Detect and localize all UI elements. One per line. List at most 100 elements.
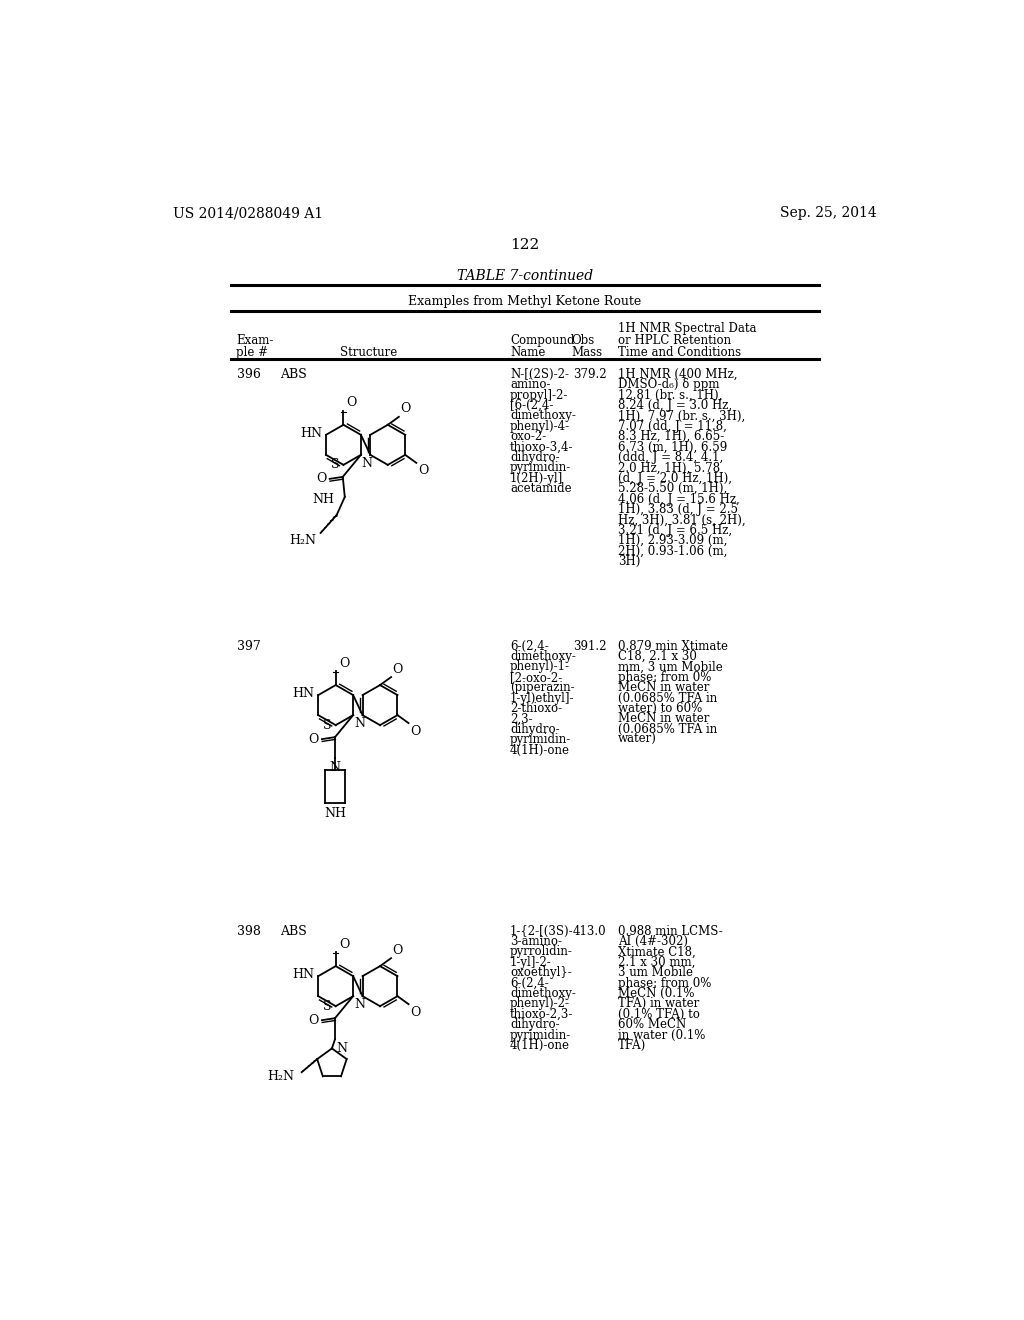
Text: 1H), 7.97 (br. s., 3H),: 1H), 7.97 (br. s., 3H), [617, 409, 745, 422]
Text: N: N [361, 457, 373, 470]
Text: Examples from Methyl Ketone Route: Examples from Methyl Ketone Route [409, 296, 641, 309]
Text: HN: HN [293, 968, 314, 981]
Text: amino-: amino- [510, 379, 551, 391]
Text: pyrimidin-: pyrimidin- [510, 462, 571, 474]
Text: NH: NH [324, 807, 346, 820]
Text: 2,3-: 2,3- [510, 713, 532, 726]
Text: N: N [337, 1043, 347, 1055]
Text: phenyl)-2-: phenyl)-2- [510, 998, 570, 1010]
Text: 8.3 Hz, 1H), 6.65-: 8.3 Hz, 1H), 6.65- [617, 430, 724, 444]
Text: in water (0.1%: in water (0.1% [617, 1028, 706, 1041]
Text: 1H), 3.83 (d, J = 2.5: 1H), 3.83 (d, J = 2.5 [617, 503, 738, 516]
Text: propyl]-2-: propyl]-2- [510, 388, 568, 401]
Text: 391.2: 391.2 [572, 640, 606, 652]
Text: Time and Conditions: Time and Conditions [617, 346, 741, 359]
Text: thioxo-3,4-: thioxo-3,4- [510, 441, 573, 454]
Text: O: O [418, 465, 428, 478]
Text: 2.1 x 30 mm,: 2.1 x 30 mm, [617, 956, 695, 969]
Text: (0.0685% TFA in: (0.0685% TFA in [617, 692, 717, 705]
Text: H₂N: H₂N [290, 535, 316, 548]
Text: O: O [411, 1006, 421, 1019]
Text: phase: from 0%: phase: from 0% [617, 671, 712, 684]
Text: (ddd, J = 8.4, 4.1,: (ddd, J = 8.4, 4.1, [617, 451, 723, 465]
Text: 1-{2-[(3S)-: 1-{2-[(3S)- [510, 924, 573, 937]
Text: 1(2H)-yl]: 1(2H)-yl] [510, 471, 563, 484]
Text: O: O [400, 403, 411, 416]
Text: 1-yl]-2-: 1-yl]-2- [510, 956, 552, 969]
Text: Name: Name [510, 346, 546, 359]
Text: 1H NMR (400 MHz,: 1H NMR (400 MHz, [617, 368, 737, 381]
Text: O: O [392, 663, 403, 676]
Text: Exam-: Exam- [237, 334, 273, 347]
Text: ABS: ABS [280, 924, 306, 937]
Text: 413.0: 413.0 [572, 924, 606, 937]
Text: water) to 60%: water) to 60% [617, 702, 702, 715]
Text: 0.879 min Xtimate: 0.879 min Xtimate [617, 640, 728, 652]
Text: 8.24 (d, J = 3.0 Hz,: 8.24 (d, J = 3.0 Hz, [617, 399, 732, 412]
Text: 122: 122 [510, 238, 540, 252]
Text: 398: 398 [237, 924, 260, 937]
Text: 396: 396 [237, 368, 260, 381]
Text: oxoethyl}-: oxoethyl}- [510, 966, 571, 979]
Text: 1H NMR Spectral Data: 1H NMR Spectral Data [617, 322, 757, 335]
Text: O: O [308, 1014, 318, 1027]
Text: mm, 3 um Mobile: mm, 3 um Mobile [617, 660, 723, 673]
Text: dimethoxy-: dimethoxy- [510, 987, 575, 1001]
Text: US 2014/0288049 A1: US 2014/0288049 A1 [173, 206, 324, 220]
Text: O: O [346, 396, 357, 409]
Text: 2-thioxo-: 2-thioxo- [510, 702, 562, 715]
Text: (piperazin-: (piperazin- [510, 681, 574, 694]
Text: 4(1H)-one: 4(1H)-one [510, 743, 570, 756]
Text: acetamide: acetamide [510, 482, 571, 495]
Text: TABLE 7-continued: TABLE 7-continued [457, 268, 593, 282]
Text: 3-amino-: 3-amino- [510, 935, 562, 948]
Text: Obs: Obs [571, 334, 595, 347]
Text: pyrrolidin-: pyrrolidin- [510, 945, 573, 958]
Text: [2-oxo-2-: [2-oxo-2- [510, 671, 562, 684]
Text: 5.28-5.50 (m, 1H),: 5.28-5.50 (m, 1H), [617, 482, 727, 495]
Text: ABS: ABS [280, 368, 306, 381]
Text: MeCN (0.1%: MeCN (0.1% [617, 987, 694, 1001]
Text: S: S [331, 458, 340, 471]
Text: pyrimidin-: pyrimidin- [510, 1028, 571, 1041]
Text: H₂N: H₂N [267, 1069, 294, 1082]
Text: 379.2: 379.2 [572, 368, 606, 381]
Text: phenyl)-1-: phenyl)-1- [510, 660, 570, 673]
Text: S: S [324, 718, 332, 731]
Text: O: O [339, 656, 349, 669]
Text: 6.73 (m, 1H), 6.59: 6.73 (m, 1H), 6.59 [617, 441, 727, 454]
Text: 0.988 min LCMS-: 0.988 min LCMS- [617, 924, 723, 937]
Text: TFA) in water: TFA) in water [617, 998, 699, 1010]
Text: HN: HN [293, 686, 314, 700]
Text: dihydro-: dihydro- [510, 451, 560, 465]
Text: ple #: ple # [237, 346, 268, 359]
Text: Compound: Compound [510, 334, 574, 347]
Text: O: O [308, 733, 318, 746]
Text: MeCN in water: MeCN in water [617, 713, 710, 726]
Text: oxo-2-: oxo-2- [510, 430, 547, 444]
Text: 12.81 (br. s., 1H),: 12.81 (br. s., 1H), [617, 388, 722, 401]
Text: 60% MeCN: 60% MeCN [617, 1018, 686, 1031]
Text: 3H): 3H) [617, 554, 640, 568]
Text: 3.21 (d, J = 6.5 Hz,: 3.21 (d, J = 6.5 Hz, [617, 524, 732, 537]
Text: phenyl)-4-: phenyl)-4- [510, 420, 570, 433]
Text: N: N [354, 998, 365, 1011]
Text: 6-(2,4-: 6-(2,4- [510, 977, 549, 990]
Text: 4.06 (d, J = 15.6 Hz,: 4.06 (d, J = 15.6 Hz, [617, 492, 739, 506]
Text: (0.0685% TFA in: (0.0685% TFA in [617, 723, 717, 735]
Text: O: O [339, 937, 349, 950]
Text: Mass: Mass [571, 346, 602, 359]
Text: water): water) [617, 733, 656, 746]
Text: pyrimidin-: pyrimidin- [510, 733, 571, 746]
Text: N: N [354, 718, 365, 730]
Text: O: O [392, 944, 403, 957]
Text: 4(1H)-one: 4(1H)-one [510, 1039, 570, 1052]
Text: thioxo-2,3-: thioxo-2,3- [510, 1007, 573, 1020]
Text: DMSO-d₆) δ ppm: DMSO-d₆) δ ppm [617, 379, 719, 391]
Text: dimethoxy-: dimethoxy- [510, 409, 575, 422]
Text: dihydro-: dihydro- [510, 1018, 560, 1031]
Text: O: O [316, 473, 327, 486]
Text: 1H), 2.93-3.09 (m,: 1H), 2.93-3.09 (m, [617, 535, 727, 548]
Text: N-[(2S)-2-: N-[(2S)-2- [510, 368, 569, 381]
Text: N: N [330, 762, 341, 775]
